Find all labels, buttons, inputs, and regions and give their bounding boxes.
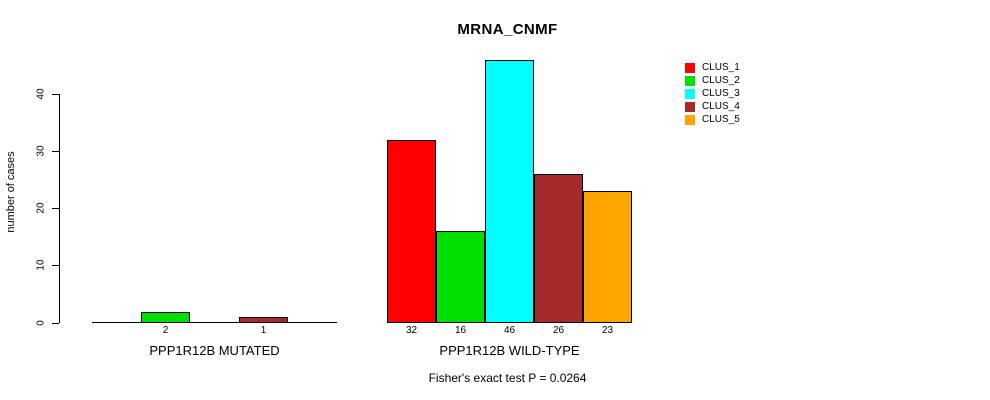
bar-clus_4-group2 [534,174,583,323]
y-tick-label: 20 [35,202,47,214]
bar-value-label: 46 [503,325,516,336]
legend-swatch-clus_1 [685,62,695,73]
group-label: PPP1R12B WILD-TYPE [439,343,580,358]
legend-swatch-clus_4 [685,101,695,112]
bar-value-label: 23 [601,325,614,336]
legend: CLUS_1 CLUS_2 CLUS_3 CLUS_4 CLUS_5 [685,61,740,126]
bar-clus_5-group2 [583,191,632,323]
chart-title: MRNA_CNMF [457,21,558,38]
legend-item: CLUS_3 [685,87,740,100]
bar-clus_2-group1 [141,312,190,323]
y-tick-mark [52,208,59,209]
y-tick-label: 30 [35,145,47,157]
y-tick-mark [52,265,59,266]
bar-clus_1-group2 [387,140,436,323]
legend-item: CLUS_1 [685,61,740,74]
y-tick-mark [52,151,59,152]
y-tick-label: 10 [35,259,47,271]
legend-label: CLUS_4 [702,101,740,112]
x-axis-baseline [92,322,337,323]
group-label: PPP1R12B MUTATED [149,343,280,358]
legend-label: CLUS_1 [702,62,740,73]
legend-swatch-clus_5 [685,114,695,125]
legend-swatch-clus_3 [685,88,695,99]
y-tick-mark [52,94,59,95]
legend-item: CLUS_4 [685,100,740,113]
bar-value-label: 1 [260,325,267,336]
y-tick-mark [52,323,59,324]
bar-value-label: 26 [552,325,565,336]
bar-clus_2-group2 [436,231,485,323]
footer-annotation: Fisher's exact test P = 0.0264 [428,371,587,385]
bar-clus_3-group2 [485,60,534,323]
bar-value-label: 16 [454,325,467,336]
legend-item: CLUS_5 [685,113,740,126]
legend-swatch-clus_2 [685,75,695,86]
bar-clus_4-group1 [239,317,288,323]
legend-label: CLUS_5 [702,114,740,125]
bar-value-label: 2 [162,325,169,336]
legend-label: CLUS_2 [702,75,740,86]
legend-item: CLUS_2 [685,74,740,87]
y-tick-label: 0 [35,320,47,326]
legend-label: CLUS_3 [702,88,740,99]
y-tick-label: 40 [35,88,47,100]
bar-value-label: 32 [405,325,418,336]
y-axis-line [59,94,60,323]
